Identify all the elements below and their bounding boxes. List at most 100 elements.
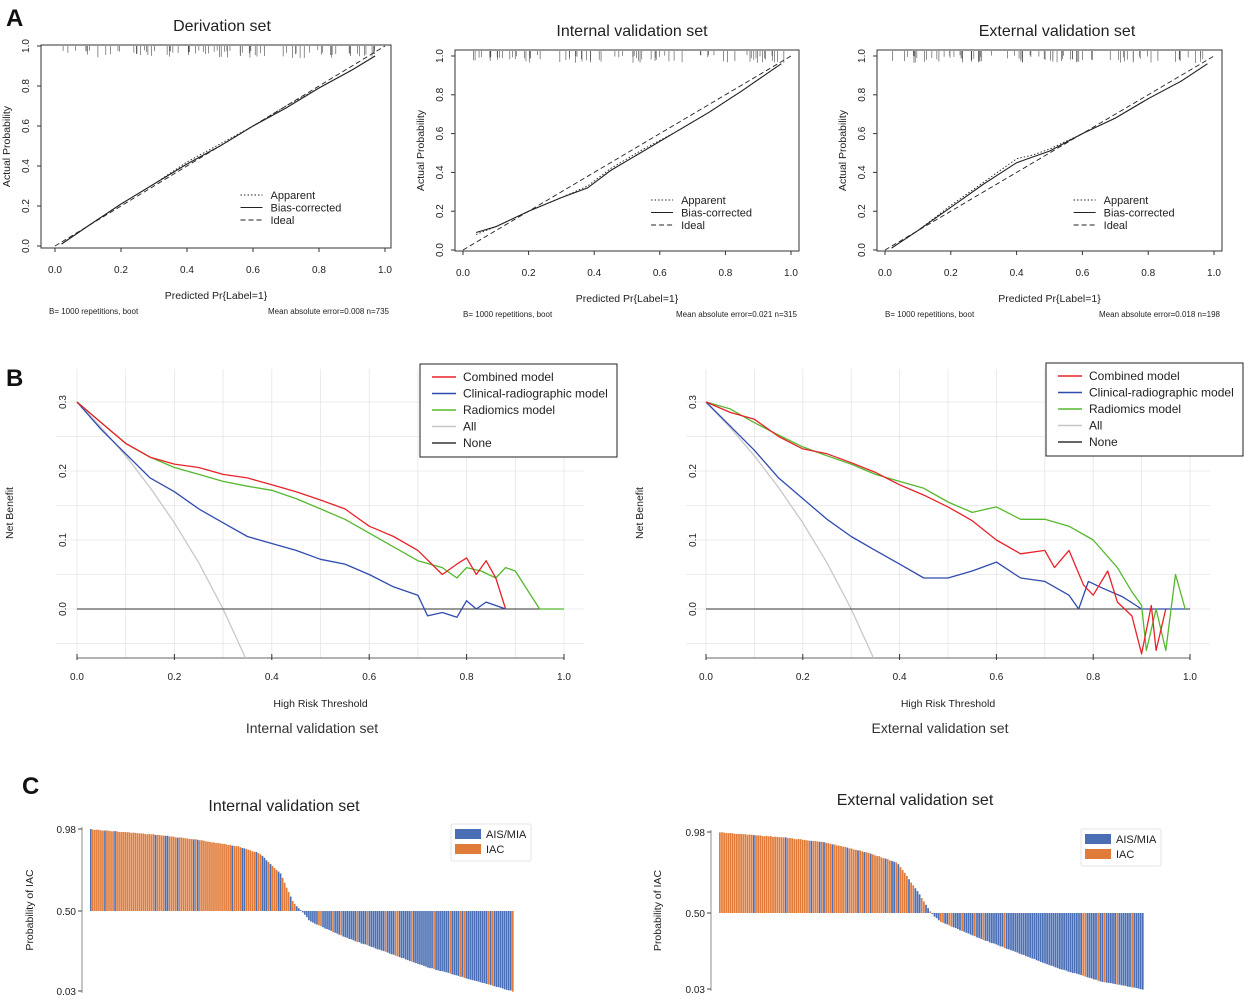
waterfall-bar xyxy=(740,833,742,913)
waterfall-bar xyxy=(330,911,332,931)
panel-label-b: B xyxy=(6,365,23,392)
waterfall-bar xyxy=(1118,913,1121,985)
legend-label: Bias-corrected xyxy=(681,208,752,220)
waterfall-bar xyxy=(180,837,183,911)
waterfall-bar xyxy=(1112,913,1114,984)
waterfall-bar xyxy=(1069,913,1072,973)
waterfall-bar xyxy=(400,911,403,958)
waterfall-bar xyxy=(925,904,927,913)
waterfall-bar xyxy=(942,913,944,923)
x-tick-label: 0.2 xyxy=(944,268,958,279)
waterfall-bar xyxy=(1044,913,1046,964)
waterfall-bar xyxy=(876,856,878,913)
waterfall-bar xyxy=(184,838,187,911)
waterfall-bar xyxy=(194,839,197,911)
waterfall-bar xyxy=(259,854,262,911)
x-tick-label: 0.2 xyxy=(796,672,810,683)
y-tick-label: 0.3 xyxy=(688,395,699,409)
waterfall-bar xyxy=(223,843,225,911)
y-tick-label: 0.0 xyxy=(58,602,69,616)
waterfall-bar xyxy=(350,911,353,940)
legend-label: None xyxy=(1089,435,1118,449)
waterfall-bar xyxy=(306,911,308,918)
waterfall-bar xyxy=(1025,913,1027,957)
waterfall-bar xyxy=(753,835,755,913)
waterfall-bar xyxy=(291,900,294,911)
waterfall-bar xyxy=(1012,913,1014,951)
waterfall-bar xyxy=(935,913,938,919)
waterfall-bar xyxy=(134,832,137,911)
waterfall-bar xyxy=(411,911,413,962)
waterfall-bar xyxy=(959,913,961,931)
waterfall-bar xyxy=(1078,913,1080,975)
waterfall-bar xyxy=(929,911,932,913)
waterfall-bar xyxy=(882,858,885,913)
waterfall-bar xyxy=(869,853,872,913)
plot-frame xyxy=(454,49,800,252)
y-tick-label: 0.6 xyxy=(857,126,868,140)
waterfall-bar xyxy=(156,834,159,911)
waterfall-bar xyxy=(205,841,207,911)
waterfall-bar xyxy=(948,913,951,926)
waterfall-bar xyxy=(954,913,957,929)
waterfall-bar xyxy=(495,911,498,987)
waterfall-bar xyxy=(499,911,502,988)
waterfall-bar xyxy=(419,911,421,965)
waterfall-bar xyxy=(338,911,340,935)
waterfall-bar xyxy=(241,847,244,911)
series-line-ideal xyxy=(462,55,792,251)
waterfall-bar xyxy=(895,862,898,913)
waterfall-bar xyxy=(326,911,328,930)
waterfall-bar xyxy=(750,834,753,913)
waterfall-bar xyxy=(277,871,280,911)
x-tick-label: 0.6 xyxy=(653,268,667,279)
waterfall-bar xyxy=(910,882,912,913)
waterfall-bar xyxy=(897,864,900,913)
waterfall-bar xyxy=(112,831,114,911)
waterfall-bar xyxy=(352,911,355,941)
waterfall-bar xyxy=(880,857,883,913)
y-axis-label: Net Benefit xyxy=(4,487,16,539)
series-line-bias-corrected xyxy=(475,63,782,234)
waterfall-bar xyxy=(1120,913,1123,986)
waterfall-bar xyxy=(255,851,258,911)
waterfall-bar xyxy=(1061,913,1063,970)
bootstrap-note: B= 1000 repetitions, boot xyxy=(463,310,553,319)
y-tick-label: 0.0 xyxy=(688,602,699,616)
waterfall-bar xyxy=(421,911,423,966)
waterfall-bar xyxy=(899,867,902,913)
waterfall-bar xyxy=(859,850,861,913)
waterfall-bar xyxy=(320,911,322,927)
waterfall-bar xyxy=(723,832,725,913)
waterfall-bar xyxy=(461,911,464,977)
waterfall-bar xyxy=(190,839,193,911)
chart-caption: Internal validation set xyxy=(246,720,378,736)
waterfall-bar xyxy=(1139,913,1142,990)
waterfall-bar xyxy=(176,837,179,911)
waterfall-bar xyxy=(1037,913,1040,961)
waterfall-bar xyxy=(150,834,153,911)
waterfall-bar xyxy=(409,911,411,962)
waterfall-bar xyxy=(991,913,993,944)
waterfall-bar xyxy=(116,831,118,911)
waterfall-bar xyxy=(912,885,915,913)
waterfall-bar xyxy=(1059,913,1061,970)
waterfall-bar xyxy=(148,833,151,911)
series-line-clinical-radiographic-model xyxy=(76,401,506,618)
y-axis-label: Actual Probability xyxy=(415,109,427,191)
waterfall-bar xyxy=(162,835,165,911)
waterfall-bar xyxy=(364,911,367,945)
series-line-ideal xyxy=(54,45,386,247)
waterfall-bar xyxy=(1048,913,1051,966)
waterfall-bar xyxy=(721,832,723,913)
waterfall-bar xyxy=(757,835,759,913)
waterfall-bar xyxy=(497,911,500,988)
waterfall-bar xyxy=(937,913,940,921)
waterfall-bar xyxy=(1014,913,1017,952)
y-tick-label: 0.8 xyxy=(21,79,32,93)
waterfall-bar xyxy=(918,894,921,913)
waterfall-bar xyxy=(1008,913,1010,950)
waterfall-bar xyxy=(933,913,936,917)
waterfall-bar xyxy=(221,843,223,911)
waterfall-bar xyxy=(334,911,336,933)
